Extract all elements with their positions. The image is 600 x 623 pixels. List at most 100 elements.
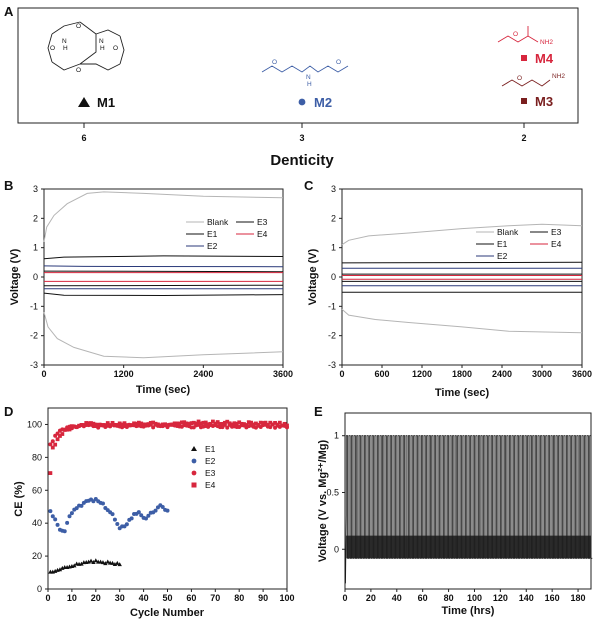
panel-c-xtick-label: 3000 [532,369,552,379]
panel-c-legend-e3: E3 [551,227,562,237]
panel-d-point-e2 [53,517,58,522]
panel-d-point-e4 [74,425,79,430]
panel-d: D 0 10 20 30 40 50 60 70 80 90 100 0 20 40 60 80 100 Cyc… [4,404,295,619]
panel-d-point-e2 [139,513,144,518]
panel-d-point-e2 [55,522,60,527]
panel-b-legend-e2: E2 [207,241,218,251]
panel-d-point-e4 [53,442,58,447]
panel-c-ytick-label: 2 [331,213,336,223]
panel-e-xtick-label: 140 [519,593,534,603]
m2-atom-o-left: O [272,59,277,66]
panel-d-point-e3 [151,425,156,430]
panel-d-point-e2 [129,516,134,521]
panel-d-point-e4 [148,420,153,425]
panel-b-line-e2-upper [43,265,284,268]
panel-d-point-e4 [77,423,81,428]
panel-b: B 0 1200 2400 3600 -3 -2 -1 0 1 2 3 Time (sec) Vol… [4,178,293,396]
panel-b-xlabel: Time (sec) [136,384,191,396]
panel-c-line-e1-upper [341,261,583,264]
panel-d-point-e4 [239,421,244,426]
panel-d-point-e1 [86,559,91,564]
panel-c-ytick-label: 3 [331,184,336,194]
panel-d-point-e4 [280,423,285,428]
panel-d-point-e2 [65,520,70,525]
m2-marker [298,98,306,106]
panel-d-point-e4 [98,423,103,428]
panel-b-xtick-label: 3600 [273,369,293,379]
panel-d-point-e4 [93,424,98,428]
panel-d-point-e2 [69,511,74,516]
panel-d-point-e4 [230,422,234,427]
panel-c-letter: C [304,178,314,193]
panel-d-xlabel: Cycle Number [130,607,205,619]
panel-d-xtick-label: 50 [162,593,172,603]
panel-d-point-e1 [93,558,98,563]
panel-d-point-e4 [101,423,105,427]
panel-e-voltage-trace [344,435,593,584]
m4-atom-o: O [513,31,518,38]
panel-b-line-e3-lower [43,284,284,287]
panel-d-point-e4 [60,432,65,436]
m1-atom-n-left: N [62,38,67,45]
panel-b-legend-e4: E4 [257,229,268,239]
panel-d-point-e2 [79,503,84,508]
panel-d-point-e4 [105,421,110,425]
panel-c-xtick-label: 2400 [492,369,512,379]
m4-marker [521,55,527,61]
panel-d-point-e4 [120,422,124,427]
panel-e-xtick-label: 60 [418,593,428,603]
panel-b-legend: Blank E1 E2 E3 E4 [186,217,268,251]
m2-structure [261,65,349,73]
panel-b-letter: B [4,178,13,193]
panel-d-legend-marker-e1 [191,446,197,451]
panel-c: C 0 600 1200 1800 2400 3000 3600 -3 -2 -1 0 1 2 3 Tim… [304,178,592,399]
panel-d-point-e2 [62,529,67,534]
panel-c-xtick-label: 1200 [412,369,432,379]
panel-d-point-e4 [153,421,158,426]
panel-d-point-e2 [136,510,141,515]
panel-c-ytick-label: 0 [331,272,336,282]
panel-d-point-e4 [103,423,108,427]
panel-d-point-e4 [144,422,148,427]
panel-e: E 0 20 40 60 80 100 120 140 160 180 0 0.5 1 Time (hr… [314,404,593,617]
panel-d-point-e4 [277,420,282,425]
panel-c-ytick-label: -1 [328,301,336,311]
panel-b-ytick-label: -3 [30,360,38,370]
panel-d-point-e1 [115,560,120,565]
panel-d-point-e2 [115,521,120,526]
m4-atom-nh2: NH2 [540,39,553,46]
panel-c-xlabel: Time (sec) [435,387,490,399]
panel-b-legend-e3: E3 [257,217,268,227]
panel-c-legend: Blank E1 E2 E3 E4 [476,227,562,261]
panel-d-point-e4 [232,421,237,426]
panel-d-point-e2 [74,506,79,511]
panel-d-xtick-label: 20 [91,593,101,603]
panel-c-axis-ticks: 0 600 1200 1800 2400 3000 3600 -3 -2 -1 0 1 2 3 [328,184,592,379]
panel-b-legend-e1: E1 [207,229,218,239]
panel-d-axis-ticks: 0 10 20 30 40 50 60 70 80 90 100 0 20 40 60 80 100 [27,419,295,603]
panel-d-ytick-label: 100 [27,419,42,429]
panel-d-legend-marker-e4 [191,482,197,488]
panel-d-xtick-label: 70 [210,593,220,603]
panel-d-point-e2 [110,512,115,517]
panel-d-point-e4 [132,421,136,426]
panel-c-ylabel: Voltage (V) [307,248,319,305]
m1-label: M1 [97,95,115,110]
panel-d-point-e1 [105,559,110,564]
panel-b-xtick-label: 2400 [193,369,213,379]
panel-d-point-e4 [172,421,177,426]
panel-d-point-e4 [146,422,151,426]
panel-d-point-e4 [115,423,120,427]
panel-b-line-blank-lower [43,312,284,359]
m1-atom-n-right: N [99,38,104,45]
panel-d-ytick-label: 80 [32,452,42,462]
panel-d-point-e4 [237,420,242,425]
panel-d-point-e4 [203,420,208,425]
panel-e-axis-ticks: 0 20 40 60 80 100 120 140 160 180 0 0.5 1 [326,431,585,603]
panel-d-point-e4 [160,422,165,427]
m4-structure [497,26,539,43]
panel-a: A N H N H O O O O O N H O [4,4,579,169]
panel-c-legend-e2: E2 [497,251,508,261]
panel-b-ytick-label: 2 [33,213,38,223]
panel-d-point-e1 [103,561,108,566]
